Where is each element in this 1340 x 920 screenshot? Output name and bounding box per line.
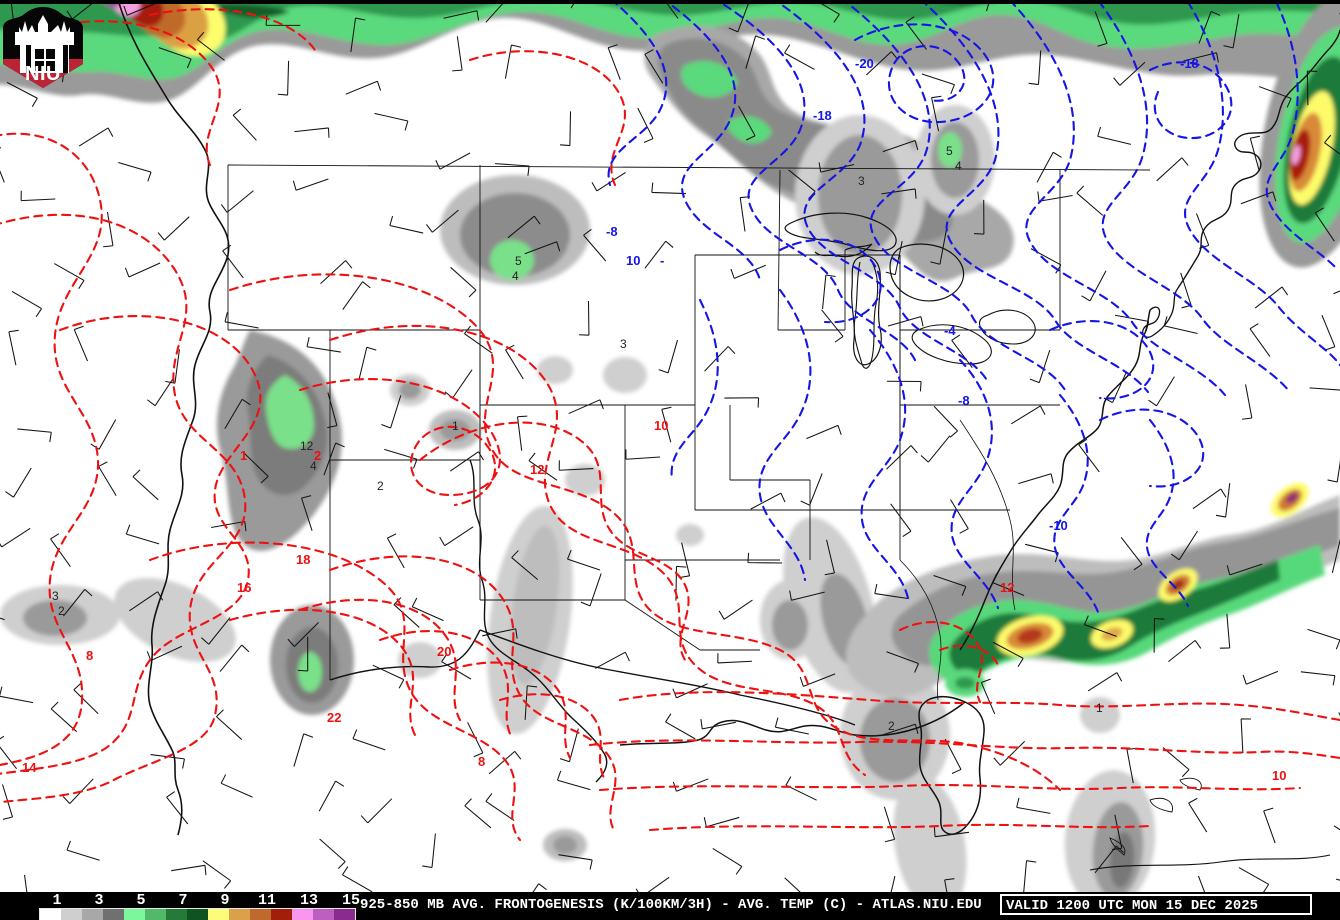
svg-text:-4: -4 <box>944 323 956 338</box>
svg-text:2: 2 <box>377 479 384 493</box>
svg-text:4: 4 <box>512 269 519 283</box>
svg-text:3: 3 <box>858 174 865 188</box>
svg-text:3: 3 <box>52 589 59 603</box>
svg-text:18: 18 <box>296 552 310 567</box>
svg-text:-8: -8 <box>958 393 970 408</box>
svg-text:-10: -10 <box>1049 518 1068 533</box>
svg-text:2: 2 <box>58 604 65 618</box>
svg-text:4: 4 <box>955 159 962 173</box>
svg-text:14: 14 <box>22 760 37 775</box>
svg-text:22: 22 <box>327 710 341 725</box>
svg-text:-8: -8 <box>606 224 618 239</box>
svg-text:10: 10 <box>1272 768 1286 783</box>
svg-text:5: 5 <box>946 144 953 158</box>
svg-text:5: 5 <box>515 254 522 268</box>
svg-text:1: 1 <box>452 419 459 433</box>
svg-text:2: 2 <box>888 719 895 733</box>
svg-text:10: 10 <box>654 418 668 433</box>
svg-text:12: 12 <box>300 439 314 453</box>
svg-text:3: 3 <box>620 337 627 351</box>
svg-text:-20: -20 <box>855 56 874 71</box>
svg-text:-18: -18 <box>813 108 832 123</box>
svg-text:NIU: NIU <box>25 63 61 85</box>
svg-text:1: 1 <box>1096 701 1103 715</box>
svg-text:8: 8 <box>86 648 93 663</box>
svg-text:-18: -18 <box>1180 56 1199 71</box>
svg-text:4: 4 <box>310 459 317 473</box>
svg-text:16: 16 <box>237 580 251 595</box>
svg-text:8: 8 <box>478 754 485 769</box>
svg-text:12: 12 <box>1000 580 1014 595</box>
svg-text:12: 12 <box>530 462 544 477</box>
svg-text:20: 20 <box>437 644 451 659</box>
